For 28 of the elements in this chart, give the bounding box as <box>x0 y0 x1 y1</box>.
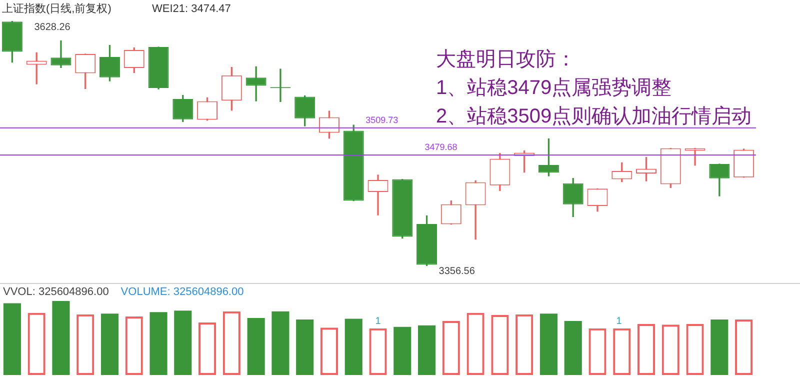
bar <box>394 326 412 375</box>
ref-line-label: 3509.73 <box>366 114 398 125</box>
annotation: 大盘明日攻防： <box>436 48 576 71</box>
bar <box>564 320 582 375</box>
bar <box>296 320 314 375</box>
candlestick <box>246 66 266 102</box>
annotation: 1 <box>375 316 382 327</box>
bar <box>344 318 362 375</box>
chart-title: 上证指数(日线,前复权) <box>2 2 112 16</box>
bar <box>247 318 265 375</box>
bar <box>100 314 119 375</box>
text: VVOL: 325604896.00 <box>3 286 109 298</box>
bar <box>710 320 728 375</box>
bar <box>418 325 436 375</box>
annotation: 3628.26 <box>34 22 71 33</box>
bar <box>3 303 21 375</box>
bar <box>540 314 558 375</box>
ref-line-label: 3479.68 <box>424 142 458 152</box>
bar <box>272 311 290 375</box>
text: VOLUME: 325604896.00 <box>120 286 244 298</box>
annotation: 1、站稳3479点属强势调整 <box>436 77 672 100</box>
annotation: 1 <box>616 316 622 327</box>
bar <box>150 312 168 375</box>
bar <box>52 301 70 375</box>
bar <box>174 310 192 375</box>
annotation: 2、站稳3509点则确认加油行情启动 <box>436 106 752 128</box>
annotation: 3356.56 <box>438 266 476 277</box>
chart-subtitle: WEI21: 3474.47 <box>152 3 231 16</box>
